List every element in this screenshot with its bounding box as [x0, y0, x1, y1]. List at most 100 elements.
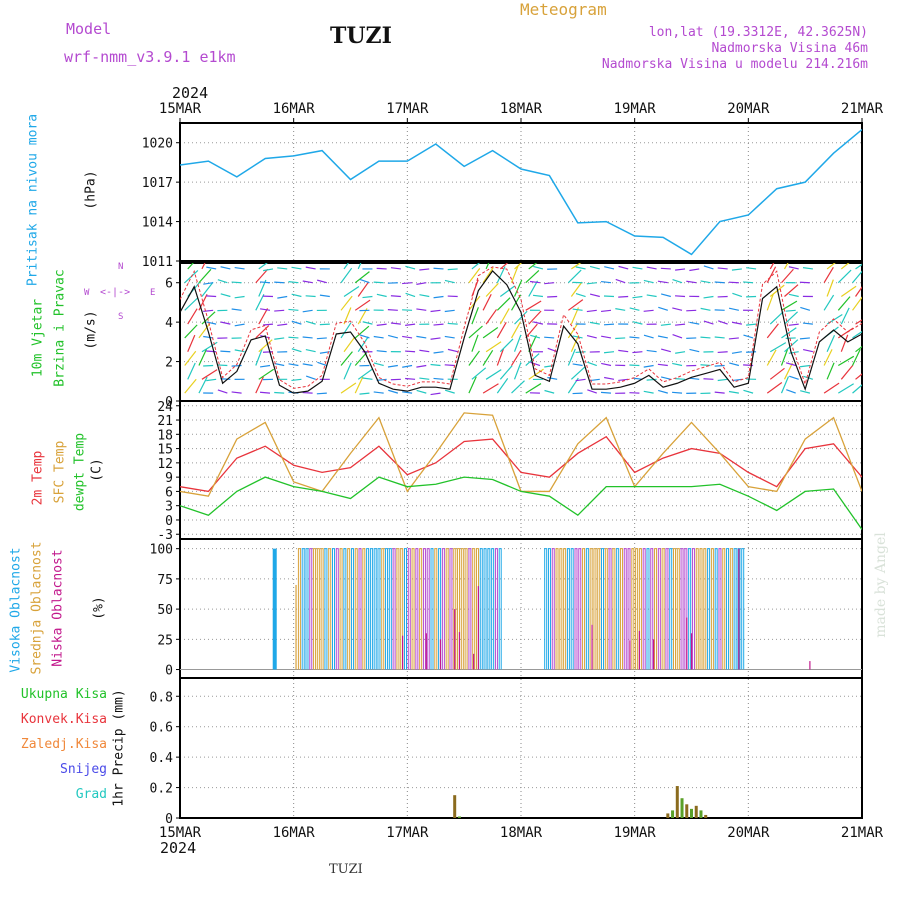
cloud-tick: 25	[157, 633, 173, 648]
wind-barb	[260, 364, 271, 368]
wind-barb	[198, 323, 211, 339]
wind-barb	[603, 295, 615, 298]
wind-barb	[184, 350, 197, 366]
wind-barb	[262, 323, 274, 326]
wind-barb	[373, 391, 384, 394]
cloud-tick: 100	[150, 543, 173, 558]
wind-barb	[604, 376, 615, 380]
wind-barb	[700, 336, 711, 339]
wind-barb	[788, 293, 799, 298]
date-tick-bottom: 17MAR	[386, 825, 429, 841]
precip-tick: 0.8	[150, 690, 173, 705]
wind-barb	[525, 383, 542, 394]
cloud-bar	[491, 548, 495, 670]
wind-barb	[660, 376, 671, 380]
panel-frame-4	[179, 677, 863, 819]
wind-barb	[717, 267, 728, 270]
wind-barb	[259, 281, 271, 284]
wind-barb	[482, 349, 494, 366]
wind-barb	[800, 390, 811, 394]
wind-barbs	[184, 263, 862, 396]
cloud-bar	[582, 548, 586, 670]
cloud-bar	[699, 548, 703, 670]
wind-barb	[471, 334, 479, 352]
wind-barb	[376, 323, 387, 326]
wind-barb	[405, 350, 416, 353]
wind-barb	[187, 334, 196, 352]
wind-barb	[184, 324, 198, 339]
wind-barb	[672, 362, 683, 367]
wind-barb	[837, 269, 852, 284]
wind-barb	[291, 266, 302, 270]
wind-barb	[575, 378, 586, 382]
elevation-text: Nadmorska Visina 46m	[711, 41, 868, 56]
wind-barb	[514, 263, 523, 270]
wind-barb	[528, 263, 538, 270]
wind-barb	[305, 348, 316, 353]
wind-barb	[618, 349, 629, 353]
wind-barb	[444, 389, 455, 394]
wind-barb	[343, 285, 360, 298]
cloud-bar	[661, 548, 665, 670]
cloud-bar	[422, 548, 426, 670]
wind-barb	[433, 351, 444, 354]
cloud-bar	[604, 548, 608, 670]
date-tick-top: 16MAR	[273, 101, 316, 117]
cloud-bar	[593, 548, 597, 670]
wind-barb	[766, 349, 777, 366]
temp-tick: 24	[157, 400, 173, 415]
cloud-bar	[722, 548, 726, 670]
wind-barb	[302, 391, 313, 394]
wind-barb	[513, 362, 522, 380]
wind-barb	[203, 309, 214, 312]
wind-barb	[343, 336, 356, 353]
wind-barb	[567, 269, 582, 284]
cloud-bar	[438, 548, 442, 670]
wind-barb	[277, 323, 288, 327]
wind-barb	[789, 375, 799, 380]
cloud-bar	[597, 548, 601, 670]
wind-barb	[629, 336, 640, 339]
wind-barb	[302, 336, 313, 339]
cloud-bar	[332, 548, 336, 670]
wind-barb	[258, 368, 275, 380]
wind-barb	[643, 309, 654, 312]
wind-barb	[528, 280, 539, 297]
model-elevation-text: Nadmorska Visina u modelu 214.216m	[601, 57, 868, 72]
cloud-bar	[407, 548, 411, 670]
wind-barb	[468, 350, 480, 366]
cloud-bar	[373, 548, 377, 670]
wind-barb	[220, 293, 231, 298]
wind-barb	[544, 336, 555, 339]
wind-barb	[255, 268, 269, 284]
wind-barb	[530, 334, 541, 339]
precip-bar	[699, 810, 703, 818]
wind-barb	[661, 348, 671, 353]
wind-barb	[217, 364, 228, 367]
wind-barb	[468, 268, 481, 284]
wind-barb	[187, 263, 194, 270]
wind-barb	[660, 323, 671, 326]
cloud-bar	[343, 548, 347, 670]
wind-barb	[255, 325, 270, 339]
wind-barb	[618, 295, 629, 298]
wind-barb	[362, 377, 373, 380]
wind-barb	[675, 268, 686, 271]
wind-barb	[823, 294, 835, 311]
wind-barb	[263, 268, 274, 272]
wind-barb	[201, 311, 216, 325]
wind-barb	[430, 337, 441, 340]
wind-barb	[570, 366, 586, 380]
wind-barb	[482, 293, 492, 311]
wind-barb	[274, 309, 285, 312]
wind-barb	[416, 335, 427, 339]
cloud-bar	[616, 548, 620, 670]
wind-barb	[786, 389, 796, 394]
cloud-bar	[646, 548, 650, 670]
pressure-tick: 1017	[142, 176, 173, 191]
wind-barb	[340, 351, 353, 366]
wind-barb	[302, 309, 313, 313]
wind-barb	[743, 281, 754, 284]
wind-barb	[586, 309, 597, 313]
wind-barb	[447, 268, 458, 271]
